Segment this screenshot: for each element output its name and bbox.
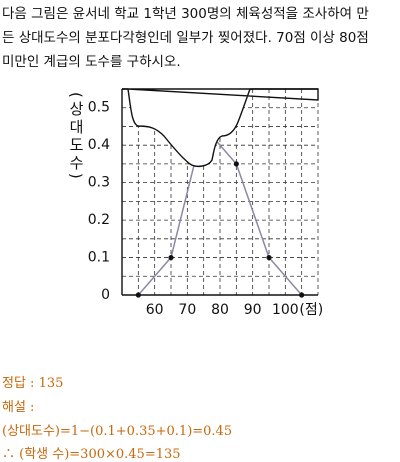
data-point: [168, 254, 174, 261]
y-tick-label: 0.3: [88, 175, 110, 191]
y-tick-label: 0.4: [88, 137, 110, 153]
polygon-line: [137, 124, 303, 296]
x-tick-label: 60: [146, 302, 164, 318]
answer-heading: 해설 :: [2, 400, 35, 415]
x-axis-label: (점): [299, 302, 323, 318]
answer-result: 정답 : 135: [2, 376, 64, 391]
answer-line: ∴ (학생 수)=300×0.45=135: [2, 447, 181, 462]
data-point: [299, 292, 305, 298]
y-axis-label: (상대도수): [67, 92, 85, 182]
problem-line: 미만인 계급의 도수를 구하시오.: [2, 54, 181, 70]
x-tick-label: 80: [211, 302, 229, 318]
y-tick-label: 0.5: [88, 100, 110, 116]
x-tick-label: 90: [244, 302, 262, 318]
data-point: [266, 254, 272, 261]
y-tick-label: 0.1: [88, 250, 110, 266]
problem-line: 든 상대도수의 분포다각형인데 일부가 찢어졌다. 70점 이상 80점: [2, 30, 369, 46]
data-point: [233, 161, 239, 167]
data-point: [135, 292, 141, 298]
x-tick-label: 100: [272, 302, 299, 318]
x-tick-label: 70: [178, 302, 196, 318]
y-tick-label: 0: [101, 287, 110, 303]
y-tick-label: 0.2: [88, 212, 110, 228]
answer-line: (상대도수)=1−(0.1+0.35+0.1)=0.45: [2, 424, 233, 439]
problem-line: 다음 그림은 윤서네 학교 1학년 300명의 체육성적을 조사하여 만: [2, 6, 369, 22]
